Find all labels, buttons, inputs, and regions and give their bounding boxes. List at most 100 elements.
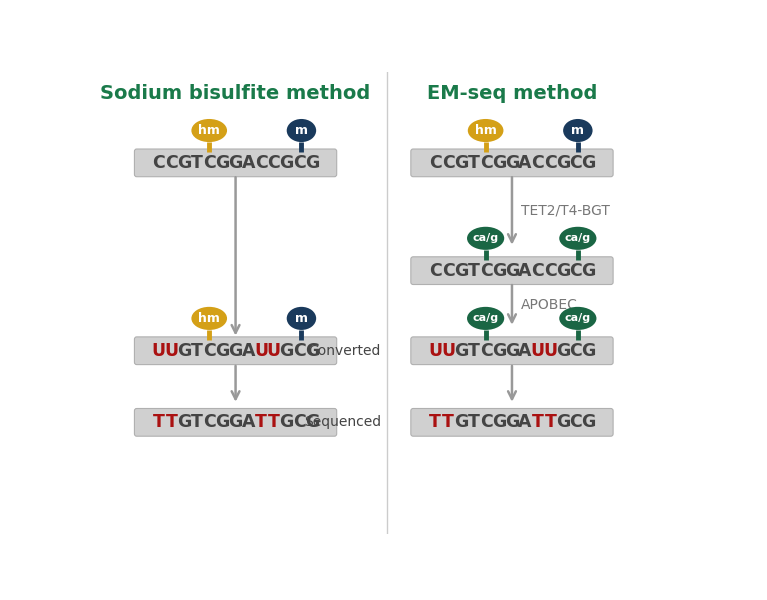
Text: G: G <box>305 413 320 431</box>
Text: A: A <box>518 154 532 172</box>
Text: T: T <box>268 413 280 431</box>
Text: G: G <box>581 154 596 172</box>
Ellipse shape <box>192 307 227 330</box>
Text: A: A <box>518 342 532 360</box>
Text: C: C <box>480 413 492 431</box>
Text: T: T <box>191 342 203 360</box>
Text: U: U <box>165 342 179 360</box>
Text: G: G <box>492 262 506 280</box>
Text: T: T <box>191 154 203 172</box>
Text: hm: hm <box>199 124 220 137</box>
Text: C: C <box>203 154 216 172</box>
Ellipse shape <box>559 227 597 250</box>
Text: C: C <box>268 154 280 172</box>
Text: TET2/T4-BGT: TET2/T4-BGT <box>522 204 610 218</box>
Text: C: C <box>293 154 306 172</box>
Text: C: C <box>544 154 557 172</box>
FancyBboxPatch shape <box>134 409 337 436</box>
Text: C: C <box>429 262 442 280</box>
Text: G: G <box>305 342 320 360</box>
Text: T: T <box>255 413 267 431</box>
Text: C: C <box>429 154 442 172</box>
Text: G: G <box>556 154 571 172</box>
Text: m: m <box>295 124 308 137</box>
Text: C: C <box>532 154 544 172</box>
Text: T: T <box>532 413 544 431</box>
Text: C: C <box>255 154 268 172</box>
Text: G: G <box>505 262 519 280</box>
Text: G: G <box>177 342 192 360</box>
FancyBboxPatch shape <box>134 337 337 365</box>
Text: U: U <box>267 342 281 360</box>
Text: C: C <box>532 262 544 280</box>
Text: Sodium bisulfite method: Sodium bisulfite method <box>100 84 370 103</box>
Text: C: C <box>442 154 454 172</box>
Text: G: G <box>279 413 294 431</box>
Text: C: C <box>480 342 492 360</box>
Text: C: C <box>480 154 492 172</box>
Text: T: T <box>191 413 203 431</box>
Text: G: G <box>279 154 294 172</box>
Text: T: T <box>468 154 479 172</box>
Text: Sequenced: Sequenced <box>304 415 381 430</box>
Text: G: G <box>453 413 468 431</box>
Text: Converted: Converted <box>308 344 381 358</box>
Text: T: T <box>468 342 479 360</box>
Text: G: G <box>505 154 519 172</box>
Ellipse shape <box>287 119 316 142</box>
Text: G: G <box>453 154 468 172</box>
Text: ca/g: ca/g <box>565 313 591 323</box>
Text: T: T <box>468 413 479 431</box>
Text: G: G <box>492 413 506 431</box>
Ellipse shape <box>467 307 504 330</box>
Ellipse shape <box>192 119 227 142</box>
Text: ca/g: ca/g <box>472 233 499 244</box>
Text: G: G <box>492 342 506 360</box>
Text: G: G <box>229 413 242 431</box>
Text: hm: hm <box>199 312 220 325</box>
Text: G: G <box>556 342 571 360</box>
Text: U: U <box>428 342 443 360</box>
Text: T: T <box>166 413 178 431</box>
FancyBboxPatch shape <box>411 149 613 177</box>
Text: U: U <box>543 342 558 360</box>
Text: G: G <box>556 262 571 280</box>
Text: U: U <box>254 342 268 360</box>
Text: G: G <box>492 154 506 172</box>
Ellipse shape <box>559 307 597 330</box>
Text: APOBEC: APOBEC <box>522 298 578 312</box>
Text: G: G <box>581 342 596 360</box>
Text: U: U <box>152 342 166 360</box>
Text: G: G <box>177 413 192 431</box>
Text: T: T <box>153 413 165 431</box>
Ellipse shape <box>287 307 316 330</box>
Text: T: T <box>545 413 556 431</box>
Text: C: C <box>293 342 306 360</box>
Text: A: A <box>242 154 255 172</box>
Text: G: G <box>216 154 230 172</box>
Text: A: A <box>242 413 255 431</box>
Text: C: C <box>442 262 454 280</box>
Text: U: U <box>441 342 455 360</box>
Text: G: G <box>229 342 242 360</box>
Text: C: C <box>203 413 216 431</box>
Text: T: T <box>442 413 454 431</box>
Text: A: A <box>518 262 532 280</box>
Text: T: T <box>430 413 441 431</box>
Text: ca/g: ca/g <box>472 313 499 323</box>
Text: G: G <box>453 262 468 280</box>
Text: A: A <box>518 413 532 431</box>
Text: C: C <box>203 342 216 360</box>
FancyBboxPatch shape <box>134 149 337 177</box>
Ellipse shape <box>467 227 504 250</box>
Text: m: m <box>295 312 308 325</box>
Text: G: G <box>305 154 320 172</box>
Text: U: U <box>531 342 545 360</box>
Text: G: G <box>505 342 519 360</box>
FancyBboxPatch shape <box>411 337 613 365</box>
Text: T: T <box>468 262 479 280</box>
Text: G: G <box>177 154 192 172</box>
Ellipse shape <box>563 119 593 142</box>
FancyBboxPatch shape <box>411 409 613 436</box>
Text: G: G <box>216 342 230 360</box>
